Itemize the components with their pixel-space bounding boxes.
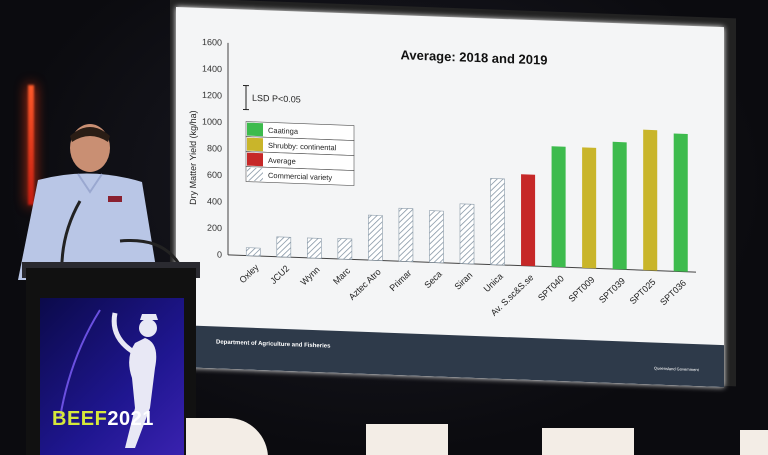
stage-red-light (28, 85, 34, 205)
bar-siran (459, 203, 475, 265)
legend-row (245, 166, 355, 186)
beef-logo-year: 2021 (107, 408, 154, 430)
bar-chart: Average: 2018 and 2019 Oxley JCU2 Wynn Marc… (176, 37, 724, 388)
bar-marc (337, 238, 353, 260)
bar-spt040 (551, 146, 566, 268)
y-tick-label: 1000 (202, 116, 222, 127)
bar-oxley (245, 247, 261, 257)
legend-swatch (247, 137, 263, 152)
y-axis-label: Dry Matter Yield (kg/ha) (188, 110, 198, 205)
y-tick-label: 400 (207, 196, 222, 207)
x-tick-label: JCU2 (268, 263, 291, 286)
footer-qld-govt: Queensland Government (654, 366, 700, 373)
legend-swatch (247, 167, 263, 182)
x-tick-label: SPT009 (566, 275, 596, 304)
x-tick-label: Primar (388, 268, 414, 293)
x-tick-label: Wynn (298, 264, 321, 287)
stage-letter-b (186, 418, 268, 455)
chart-title: Average: 2018 and 2019 (401, 47, 548, 67)
x-tick-label: Unica (482, 271, 505, 294)
x-tick-label: SPT025 (628, 277, 658, 306)
legend-label: Caatinga (268, 126, 299, 136)
beef-logo-text: BEEF (52, 408, 108, 430)
bar-spt039 (612, 141, 627, 270)
x-tick-label: SPT039 (597, 276, 627, 305)
x-tick-label: SPT040 (536, 273, 566, 302)
bar-primar (398, 207, 414, 262)
y-tick-label: 600 (207, 170, 222, 181)
stage-letter-e1 (366, 424, 448, 455)
bar-wynn (307, 237, 322, 259)
stage-letter-f (740, 430, 768, 455)
footer-department: Department of Agriculture and Fisheries (216, 339, 331, 349)
stage-letter-e2 (542, 428, 634, 455)
bar-spt036 (673, 133, 688, 272)
y-tick-label: 200 (207, 223, 222, 234)
legend-label: Commercial variety (268, 171, 332, 182)
lsd-label: LSD P<0.05 (252, 93, 301, 105)
beef-2021-logo: BEEF2021 (52, 408, 154, 431)
slide-footer-bar (176, 325, 724, 388)
bar-spt025 (643, 129, 658, 271)
lsd-annotation: LSD P<0.05 (243, 84, 301, 111)
y-tick-label: 800 (207, 143, 222, 154)
bar-spt009 (582, 147, 597, 269)
podium-banner: BEEF2021 (40, 298, 184, 455)
y-tick-label: 1400 (202, 63, 222, 74)
rodeo-figure-icon (59, 309, 158, 448)
bar-jcu2 (276, 236, 292, 258)
legend-swatch (247, 152, 263, 167)
legend-label: Average (268, 156, 296, 166)
legend-swatch (247, 122, 263, 137)
x-tick-label: Aztec Atro (347, 267, 383, 302)
presenter (18, 124, 158, 280)
x-tick-label: Marc (331, 265, 353, 286)
y-tick-label: 1200 (202, 90, 222, 101)
bar-aztec-atro (368, 214, 383, 261)
x-tick-label: Oxley (237, 262, 261, 285)
stage-letters (180, 408, 768, 455)
x-tick-label: SPT036 (658, 278, 688, 307)
bar-unica (490, 178, 505, 266)
y-tick-label: 0 (217, 250, 222, 260)
bar-av-s-sc-s-se (521, 174, 536, 267)
chart-legend: Caatinga Shrubby: continental Average Comme… (245, 121, 355, 186)
bar-seca (429, 210, 444, 264)
y-tick-label: 1600 (202, 37, 222, 48)
x-tick-label: Siran (452, 270, 474, 292)
projection-screen: Average: 2018 and 2019 Oxley JCU2 Wynn Marc… (176, 7, 724, 388)
legend-label: Shrubby: continental (268, 141, 337, 153)
x-tick-label: Seca (422, 269, 444, 290)
